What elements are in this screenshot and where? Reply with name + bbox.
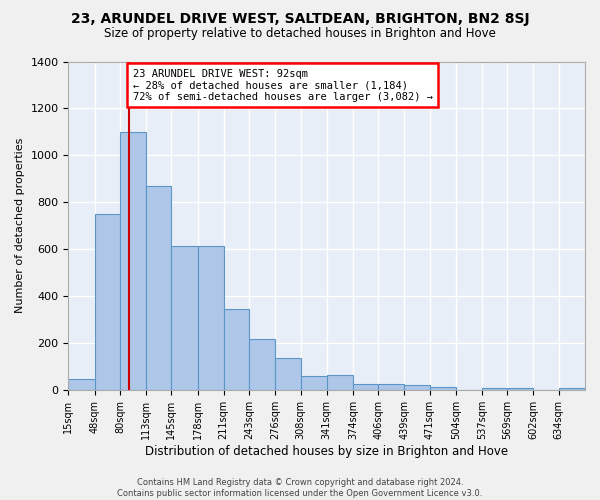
Bar [68,379,95,390]
Bar [559,388,585,390]
Bar [172,246,197,390]
Bar [120,132,146,390]
Bar [95,214,120,390]
Bar [353,384,378,390]
Bar [378,384,404,390]
X-axis label: Distribution of detached houses by size in Brighton and Hove: Distribution of detached houses by size … [145,444,508,458]
Bar [301,376,327,390]
Text: Contains HM Land Registry data © Crown copyright and database right 2024.
Contai: Contains HM Land Registry data © Crown c… [118,478,482,498]
Bar [327,374,353,390]
Bar [224,309,249,390]
Text: 23 ARUNDEL DRIVE WEST: 92sqm
← 28% of detached houses are smaller (1,184)
72% of: 23 ARUNDEL DRIVE WEST: 92sqm ← 28% of de… [133,68,433,102]
Text: Size of property relative to detached houses in Brighton and Hove: Size of property relative to detached ho… [104,28,496,40]
Bar [197,246,224,390]
Bar [404,385,430,390]
Bar [146,186,172,390]
Text: 23, ARUNDEL DRIVE WEST, SALTDEAN, BRIGHTON, BN2 8SJ: 23, ARUNDEL DRIVE WEST, SALTDEAN, BRIGHT… [71,12,529,26]
Bar [482,388,508,390]
Y-axis label: Number of detached properties: Number of detached properties [15,138,25,314]
Bar [249,338,275,390]
Bar [508,388,533,390]
Bar [275,358,301,390]
Bar [430,387,456,390]
